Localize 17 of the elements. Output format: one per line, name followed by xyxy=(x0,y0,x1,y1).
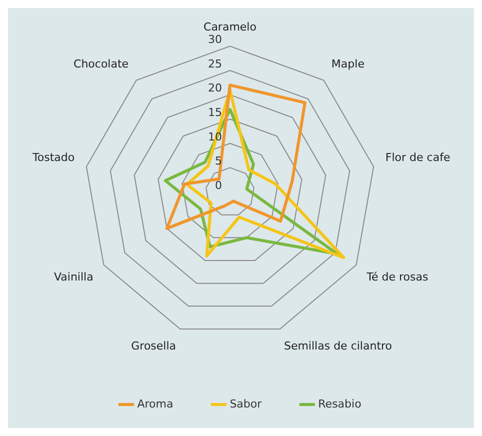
legend-label: Aroma xyxy=(137,397,174,410)
legend-label: Sabor xyxy=(230,397,262,410)
spoke-label: Semillas de cilantro xyxy=(284,340,392,353)
y-tick-label: 30 xyxy=(208,33,222,46)
spoke-label: Chocolate xyxy=(74,57,129,70)
spoke-label: Tostado xyxy=(32,150,75,164)
y-tick-label: 0 xyxy=(215,178,222,192)
spoke-label: Maple xyxy=(331,57,365,70)
y-tick-label: 20 xyxy=(208,82,222,95)
spoke-label: Té de rosas xyxy=(366,270,428,284)
spoke-label: Caramelo xyxy=(204,20,257,34)
spoke-label: Flor de cafe xyxy=(385,150,450,164)
y-tick-label: 15 xyxy=(208,106,222,119)
y-tick-label: 25 xyxy=(208,57,222,70)
legend-label: Resabio xyxy=(318,397,362,410)
spoke-label: Grosella xyxy=(131,340,176,353)
spoke-label: Vainilla xyxy=(54,270,94,284)
